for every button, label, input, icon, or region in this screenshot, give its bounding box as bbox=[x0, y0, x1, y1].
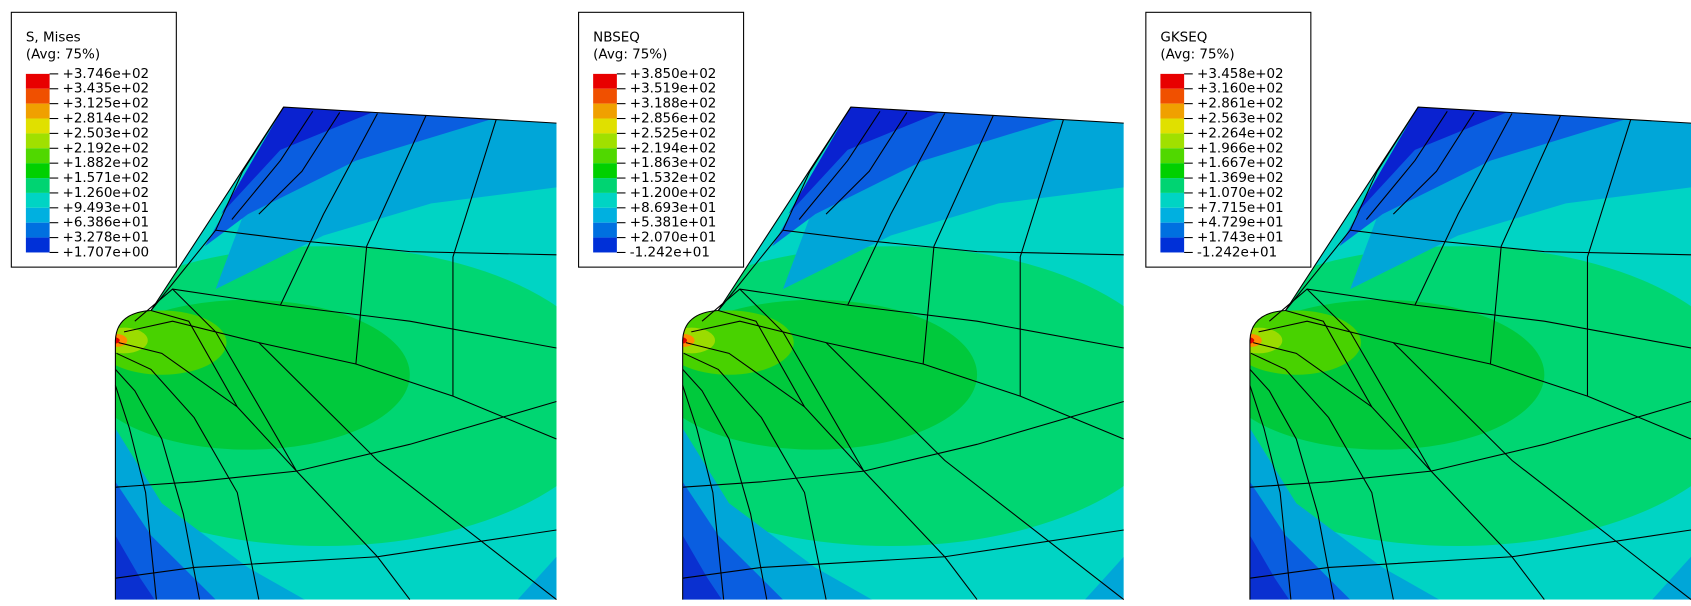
legend-swatch bbox=[1160, 237, 1185, 253]
legend-label: +2.861e+02 bbox=[1197, 97, 1284, 112]
legend-label: +1.571e+02 bbox=[63, 171, 150, 186]
legend-swatch bbox=[593, 73, 617, 89]
legend-label: +9.493e+01 bbox=[63, 201, 150, 216]
legend-swatch bbox=[25, 222, 50, 238]
legend-swatch bbox=[25, 207, 50, 223]
legend-label: +1.707e+00 bbox=[63, 245, 150, 260]
legend-label: +7.715e+01 bbox=[1197, 201, 1284, 216]
legend-label: +2.194e+02 bbox=[630, 141, 717, 156]
legend-label: +2.264e+02 bbox=[1197, 126, 1284, 141]
legend-swatch bbox=[25, 103, 50, 119]
legend-swatch bbox=[25, 163, 50, 179]
legend: S, Mises(Avg: 75%)+3.746e+02+3.435e+02+3… bbox=[10, 11, 177, 268]
legend-label: +1.743e+01 bbox=[1197, 231, 1284, 246]
legend-swatch bbox=[593, 103, 617, 119]
legend-label: +1.070e+02 bbox=[1197, 186, 1284, 201]
legend-label: +2.856e+02 bbox=[630, 112, 717, 127]
legend-swatch bbox=[1160, 178, 1185, 193]
legend-label: +2.525e+02 bbox=[630, 126, 717, 141]
legend-swatch bbox=[1160, 88, 1185, 104]
legend-label: -1.242e+01 bbox=[630, 245, 710, 260]
legend-swatch bbox=[1160, 148, 1185, 164]
legend-label: +3.850e+02 bbox=[630, 67, 717, 82]
legend-swatch bbox=[25, 192, 50, 208]
legend-label: +1.966e+02 bbox=[1197, 141, 1284, 156]
legend-swatch bbox=[25, 148, 50, 164]
legend-swatch bbox=[25, 73, 50, 89]
legend-swatch bbox=[593, 222, 617, 238]
legend: GKSEQ (Avg: 75%) +3.458e+02+3.160e+02+2.86… bbox=[1145, 11, 1312, 268]
legend-label: +1.863e+02 bbox=[630, 156, 717, 171]
legend-swatch bbox=[25, 237, 50, 253]
legend-label: +1.369e+02 bbox=[1197, 171, 1284, 186]
legend-label: +3.278e+01 bbox=[63, 231, 150, 246]
legend-label: +1.260e+02 bbox=[63, 186, 150, 201]
legend-label: +3.519e+02 bbox=[630, 82, 717, 97]
legend-label: +2.192e+02 bbox=[63, 141, 150, 156]
legend-title: S, Mises bbox=[26, 30, 81, 45]
legend-label: +1.200e+02 bbox=[630, 186, 717, 201]
panel: NBSEQ (Avg: 75%) +3.850e+02+3.519e+02+3.18… bbox=[578, 11, 1182, 606]
legend-label: +3.160e+02 bbox=[1197, 82, 1284, 97]
legend-swatch bbox=[593, 133, 617, 149]
legend-subtitle: (Avg: 75%) bbox=[1160, 48, 1234, 63]
legend-swatch bbox=[1160, 133, 1185, 149]
legend-label: +2.814e+02 bbox=[63, 112, 150, 127]
legend-label: +3.458e+02 bbox=[1197, 67, 1284, 82]
legend-label: -1.242e+01 bbox=[1197, 245, 1277, 260]
legend-swatch bbox=[1160, 73, 1185, 89]
legend-swatch bbox=[25, 88, 50, 104]
legend-subtitle: (Avg: 75%) bbox=[26, 48, 100, 63]
panel: S, Mises(Avg: 75%)+3.746e+02+3.435e+02+3… bbox=[10, 11, 614, 606]
legend-swatch bbox=[593, 192, 617, 208]
legend-swatch bbox=[593, 207, 617, 223]
legend-title: GKSEQ bbox=[1160, 30, 1207, 45]
legend-swatch bbox=[25, 118, 50, 134]
legend-swatch bbox=[1160, 103, 1185, 119]
legend-swatch bbox=[1160, 192, 1185, 208]
legend: NBSEQ (Avg: 75%) +3.850e+02+3.519e+02+3.18… bbox=[578, 11, 745, 268]
legend-swatch bbox=[593, 88, 617, 104]
legend-swatch bbox=[593, 237, 617, 253]
legend-label: +1.882e+02 bbox=[63, 156, 150, 171]
legend-label: +3.746e+02 bbox=[63, 67, 150, 82]
legend-label: +1.532e+02 bbox=[630, 171, 717, 186]
legend-title: NBSEQ bbox=[593, 30, 640, 45]
legend-swatch bbox=[1160, 207, 1185, 223]
panel: GKSEQ (Avg: 75%) +3.458e+02+3.160e+02+2.86… bbox=[1145, 11, 1691, 606]
legend-label: +2.563e+02 bbox=[1197, 112, 1284, 127]
legend-label: +2.070e+01 bbox=[630, 231, 717, 246]
legend-swatch bbox=[593, 163, 617, 179]
legend-swatch bbox=[1160, 163, 1185, 179]
legend-swatch bbox=[593, 178, 617, 193]
legend-label: +4.729e+01 bbox=[1197, 216, 1284, 231]
legend-label: +3.188e+02 bbox=[630, 97, 717, 112]
legend-label: +8.693e+01 bbox=[630, 201, 717, 216]
legend-subtitle: (Avg: 75%) bbox=[593, 48, 667, 63]
legend-swatch bbox=[1160, 222, 1185, 238]
legend-label: +3.435e+02 bbox=[63, 82, 150, 97]
legend-label: +5.381e+01 bbox=[630, 216, 717, 231]
legend-label: +2.503e+02 bbox=[63, 126, 150, 141]
legend-label: +6.386e+01 bbox=[63, 216, 150, 231]
legend-swatch bbox=[1160, 118, 1185, 134]
legend-swatch bbox=[25, 178, 50, 193]
legend-swatch bbox=[25, 133, 50, 149]
legend-swatch bbox=[593, 148, 617, 164]
legend-label: +3.125e+02 bbox=[63, 97, 150, 112]
legend-swatch bbox=[593, 118, 617, 134]
legend-label: +1.667e+02 bbox=[1197, 156, 1284, 171]
